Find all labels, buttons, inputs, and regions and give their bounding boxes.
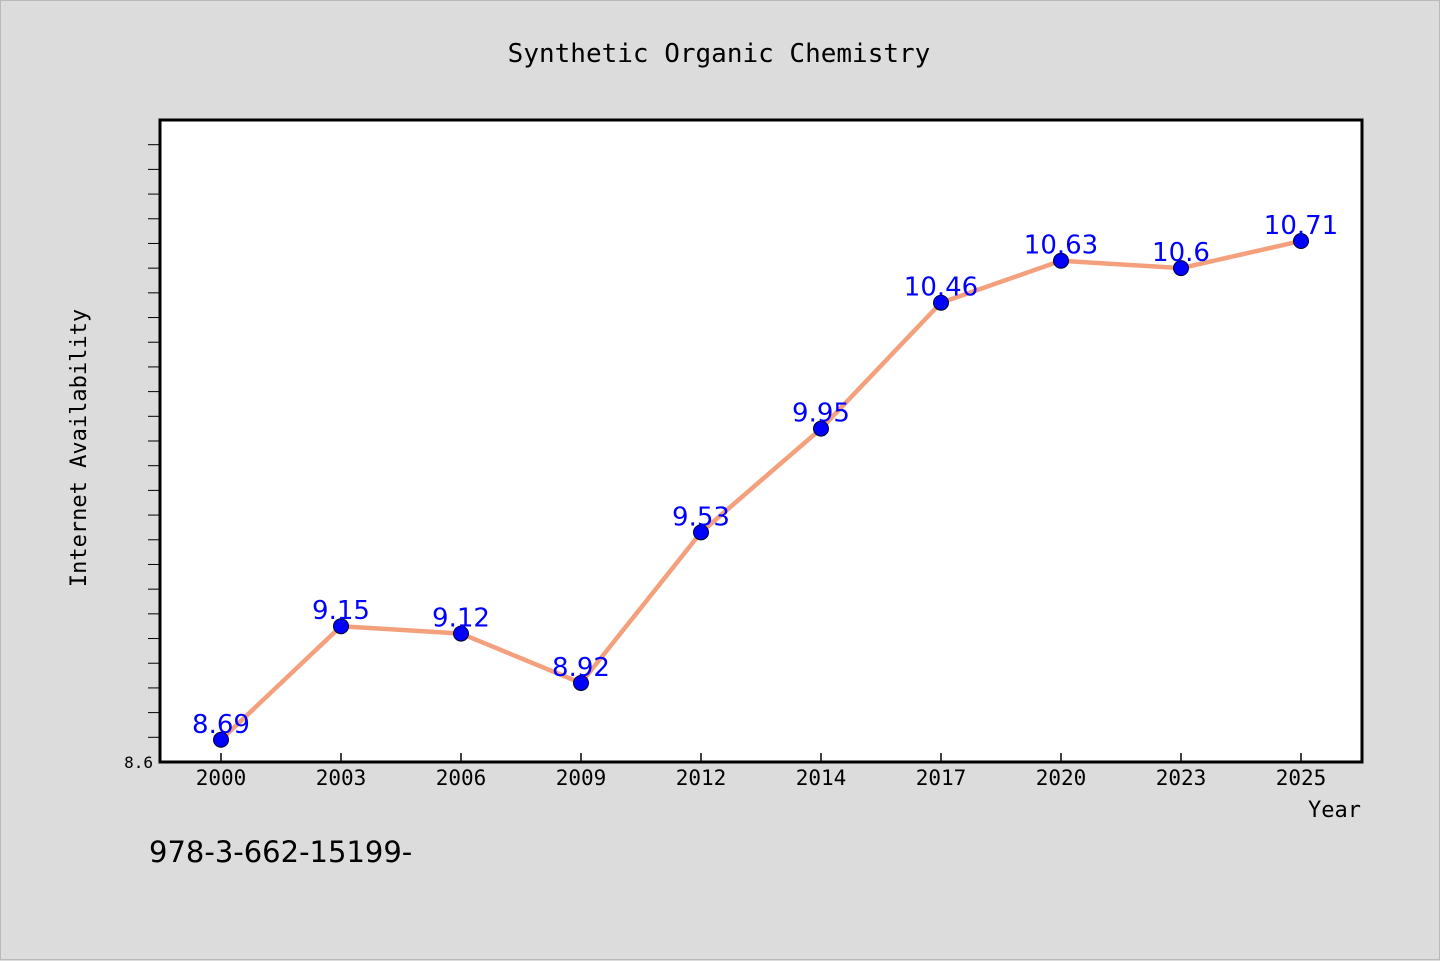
data-label: 10.63 xyxy=(1024,231,1098,261)
data-point xyxy=(693,524,709,541)
data-point xyxy=(573,674,589,691)
data-point xyxy=(1173,260,1189,277)
data-label: 10.71 xyxy=(1264,211,1338,241)
data-label: 9.15 xyxy=(312,596,370,626)
data-markers xyxy=(213,232,1309,748)
x-tick-label: 2003 xyxy=(316,766,367,790)
x-tick-label: 2020 xyxy=(1036,766,1087,790)
y-tick-label: 8.6 xyxy=(124,753,153,772)
x-tick-label: 2006 xyxy=(436,766,487,790)
data-point xyxy=(933,294,949,311)
plot-area xyxy=(158,118,1364,764)
data-point xyxy=(213,731,229,748)
data-label: 9.95 xyxy=(792,399,850,429)
x-axis-ticks: 2000 2003 2006 2009 2012 2014 2017 2020 2023 2025 xyxy=(196,753,1327,790)
data-point xyxy=(1053,252,1069,269)
x-tick-label: 2023 xyxy=(1156,766,1207,790)
data-point xyxy=(453,625,469,642)
data-point xyxy=(813,420,829,437)
x-tick-label: 2025 xyxy=(1276,766,1327,790)
data-label: 8.69 xyxy=(192,710,250,740)
x-tick-label: 2014 xyxy=(796,766,847,790)
data-label: 10.6 xyxy=(1152,238,1210,268)
y-axis-label: Internet Availability xyxy=(67,309,92,587)
y-axis-ticks xyxy=(148,144,160,738)
data-label: 9.53 xyxy=(672,502,730,532)
series-line xyxy=(218,238,1304,743)
data-label: 9.12 xyxy=(432,604,490,634)
data-point xyxy=(1293,232,1309,249)
x-axis-label: Year xyxy=(1308,798,1361,823)
x-tick-label: 2009 xyxy=(556,766,607,790)
data-labels: 8.69 9.15 9.12 8.92 9.53 9.95 10.46 10.63 10.6 10… xyxy=(192,211,1338,740)
chart-title: Synthetic Organic Chemistry xyxy=(508,39,931,69)
x-tick-label: 2012 xyxy=(676,766,727,790)
data-label: 8.92 xyxy=(552,653,610,683)
x-tick-label: 2017 xyxy=(916,766,967,790)
data-label: 10.46 xyxy=(904,273,978,303)
x-tick-label: 2000 xyxy=(196,766,247,790)
data-point xyxy=(333,618,349,635)
footer-code: 978-3-662-15199- xyxy=(149,835,413,869)
